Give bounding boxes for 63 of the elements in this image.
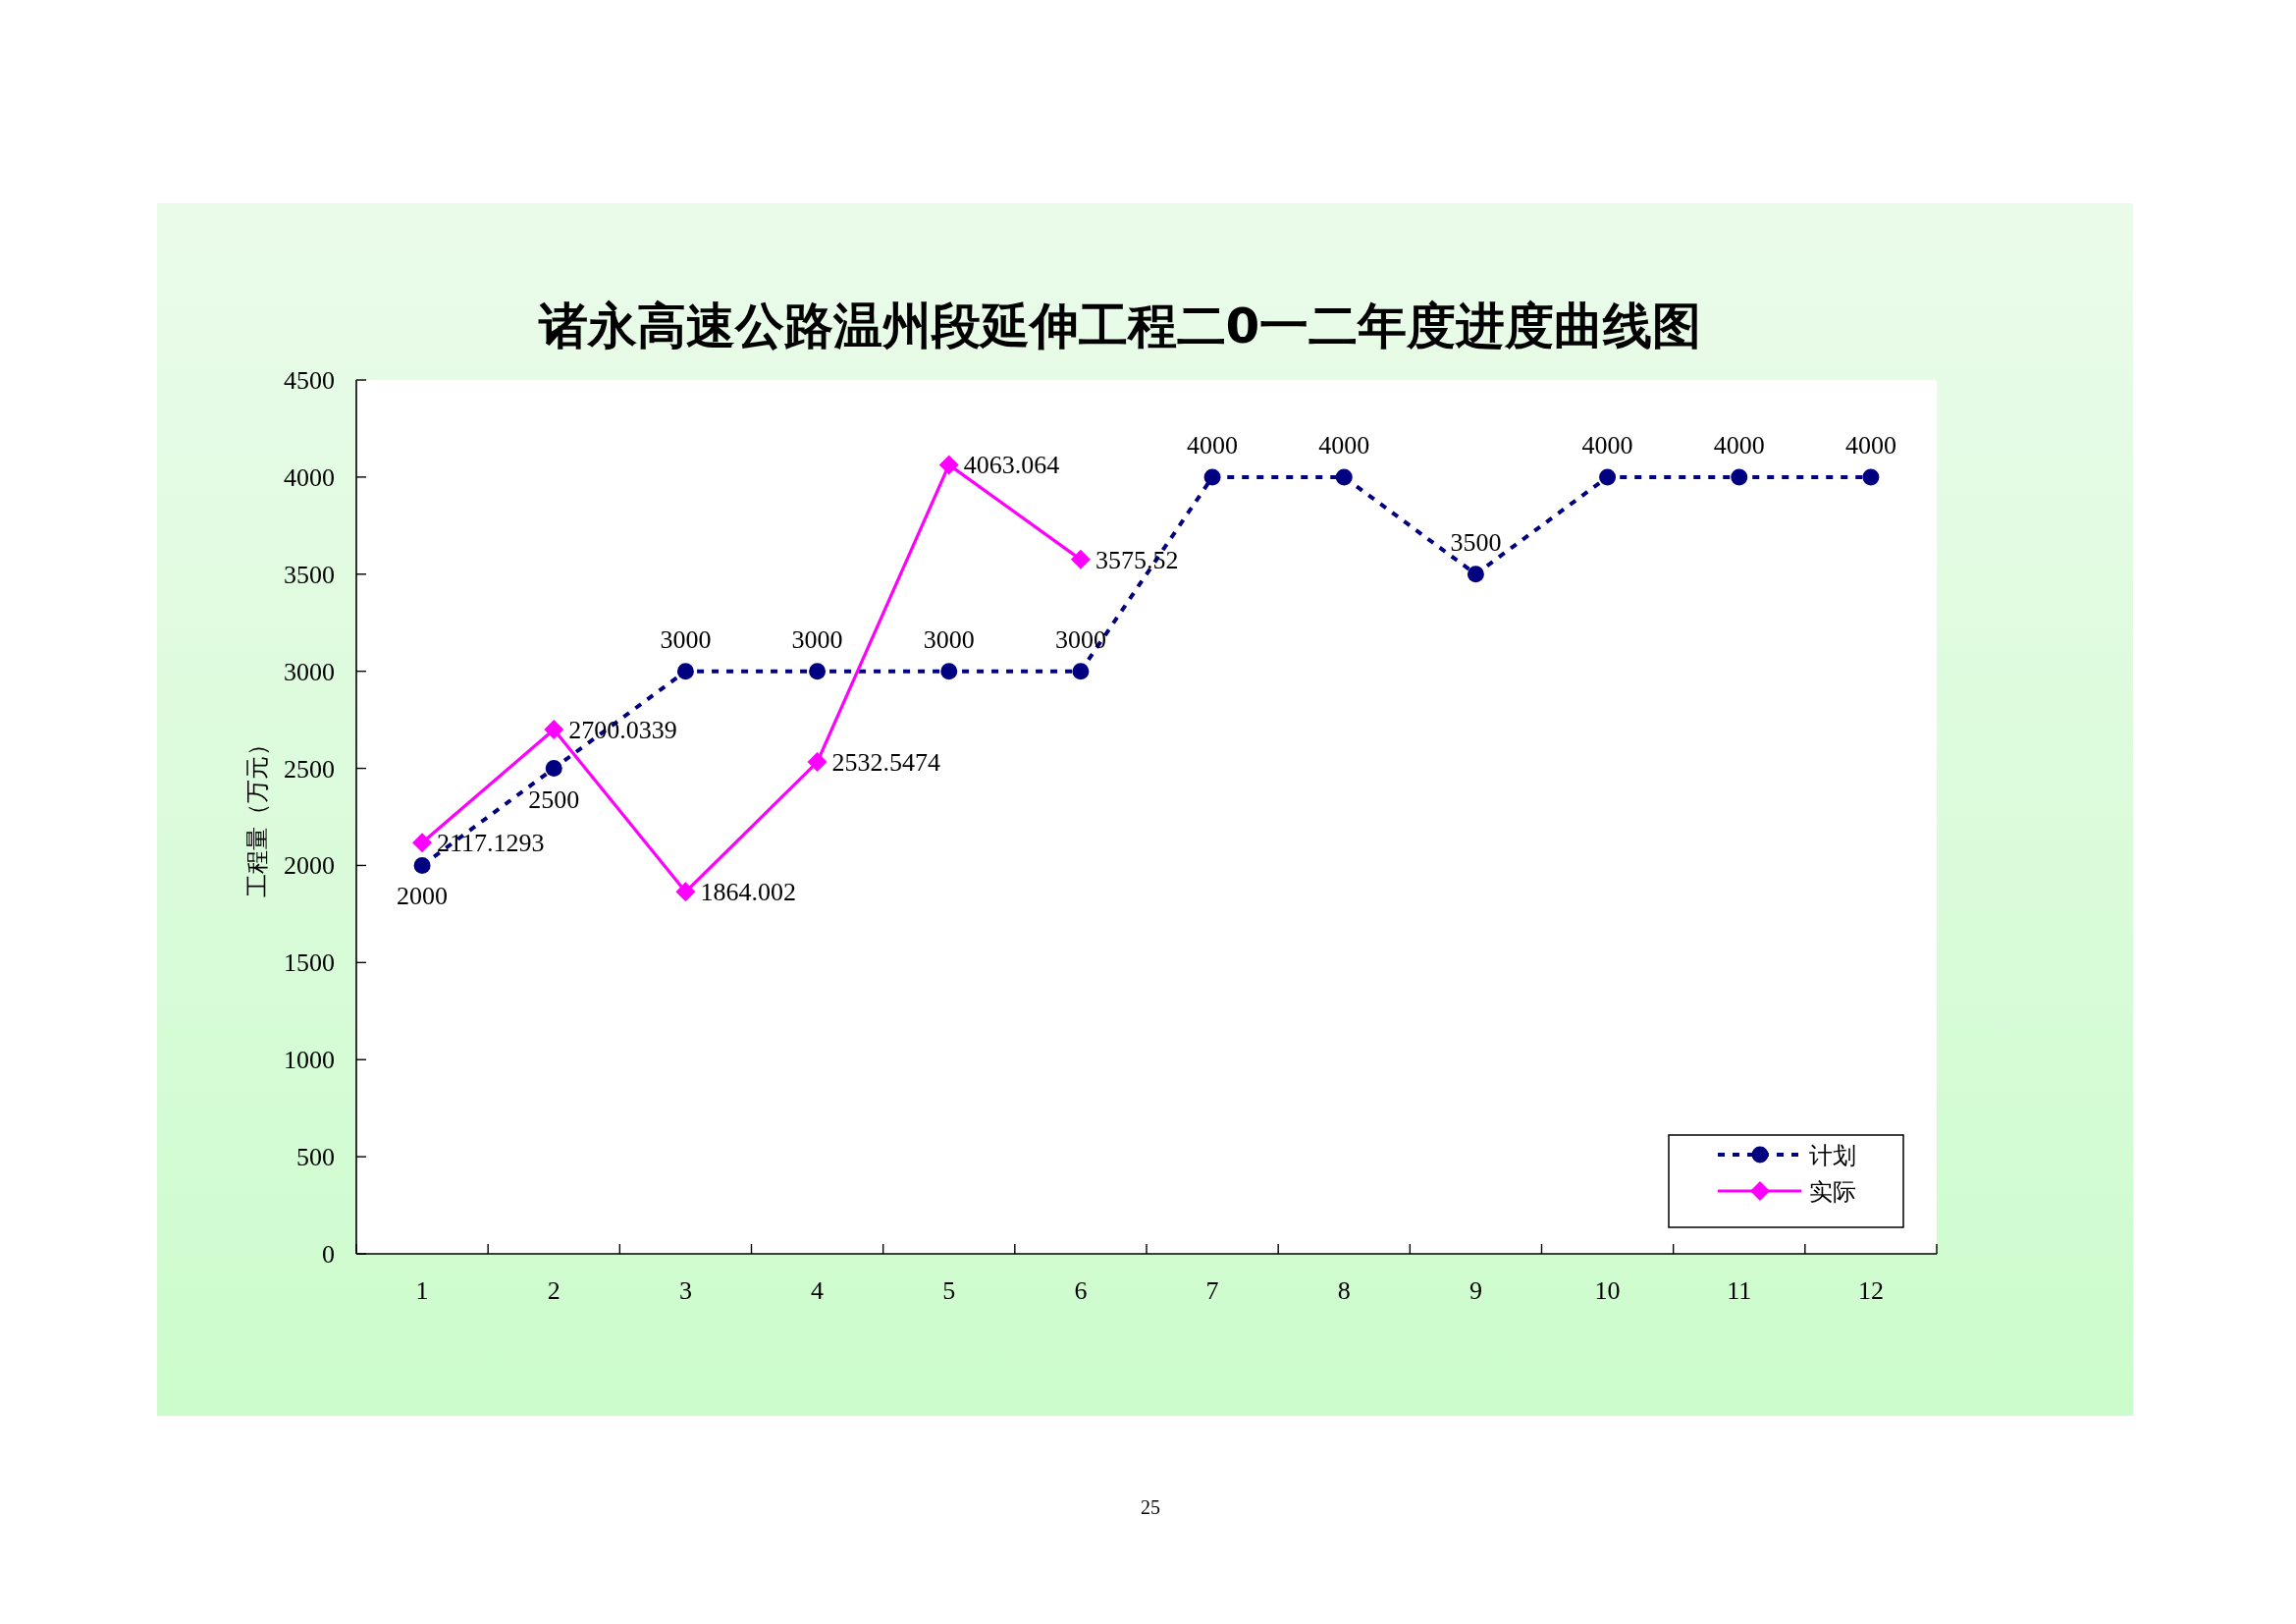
data-label: 4000	[1713, 430, 1765, 460]
data-label: 3500	[1450, 527, 1502, 557]
point	[1203, 468, 1221, 486]
x-tick-label: 11	[1727, 1276, 1752, 1305]
y-tick-label: 0	[322, 1240, 335, 1269]
y-tick-label: 1000	[284, 1046, 335, 1075]
data-label: 2117.1293	[437, 829, 545, 858]
point	[940, 663, 958, 680]
point	[676, 663, 694, 680]
data-label: 4000	[1318, 430, 1370, 460]
x-tick-label: 4	[811, 1276, 825, 1305]
data-label: 1864.002	[700, 878, 796, 907]
chart-title: 诸永高速公路温州段延伸工程二0一二年度进度曲线图	[537, 298, 1702, 354]
y-tick-label: 4000	[284, 462, 335, 492]
data-label: 3000	[660, 624, 712, 654]
y-tick-label: 2000	[284, 851, 335, 881]
point	[545, 760, 562, 778]
y-tick-label: 3500	[284, 560, 335, 589]
x-tick-label: 2	[547, 1276, 561, 1305]
point	[1335, 468, 1353, 486]
x-tick-label: 5	[942, 1276, 956, 1305]
point	[413, 856, 431, 874]
data-label: 2700.0339	[568, 715, 677, 744]
y-tick-label: 2500	[284, 754, 335, 784]
data-label: 4000	[1187, 430, 1239, 460]
data-label: 3000	[1054, 624, 1106, 654]
data-label: 4000	[1581, 430, 1633, 460]
x-tick-label: 7	[1205, 1276, 1219, 1305]
text: 25	[1141, 1496, 1160, 1518]
data-label: 2532.5474	[831, 748, 941, 778]
point	[412, 833, 433, 853]
y-axis-title: 工程量（万元）	[243, 732, 271, 897]
data-label: 3000	[923, 624, 975, 654]
legend-label: 计划	[1809, 1142, 1856, 1169]
legend-label: 实际	[1809, 1178, 1856, 1206]
point	[544, 719, 564, 739]
point	[1862, 468, 1880, 486]
y-tick-label: 3000	[284, 657, 335, 686]
point	[675, 882, 696, 902]
data-label: 3575.52	[1095, 545, 1179, 574]
data-label: 2500	[528, 785, 580, 814]
data-label: 2000	[397, 882, 449, 911]
point	[938, 455, 959, 475]
point	[809, 663, 827, 680]
x-tick-label: 12	[1857, 1276, 1884, 1305]
y-tick-label: 4500	[284, 366, 335, 395]
x-tick-label: 3	[678, 1276, 692, 1305]
x-tick-label: 8	[1337, 1276, 1351, 1305]
point	[1467, 566, 1484, 583]
point	[1731, 468, 1748, 486]
y-tick-label: 1500	[284, 948, 335, 978]
point	[1070, 549, 1091, 569]
x-tick-label: 1	[415, 1276, 429, 1305]
point	[1599, 468, 1617, 486]
y-tick-label: 500	[296, 1143, 335, 1172]
point	[807, 752, 828, 773]
data-label: 4000	[1844, 430, 1896, 460]
x-tick-label: 9	[1468, 1276, 1482, 1305]
x-tick-label: 10	[1594, 1276, 1621, 1305]
data-label: 3000	[791, 624, 843, 654]
x-tick-label: 6	[1074, 1276, 1088, 1305]
point	[1072, 663, 1090, 680]
data-label: 4063.064	[963, 451, 1060, 480]
